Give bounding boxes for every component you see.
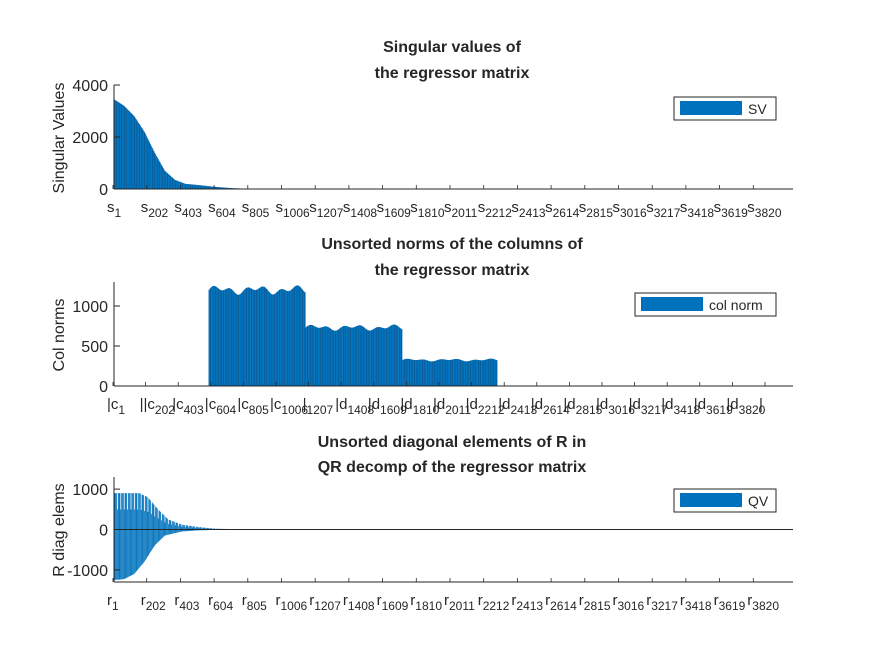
x-tick-label: s2212: [478, 199, 513, 220]
legend: QV: [673, 488, 777, 513]
x-tick-label: r2413: [511, 592, 543, 613]
y-axis-label: R diag elems: [51, 483, 68, 576]
x-tick-label: r2212: [478, 592, 510, 613]
x-tick-label: s3217: [646, 199, 681, 220]
axes: 0 500 1000 |c1 ||c202|c403 |c604 |c805 |c1006|1…: [72, 282, 793, 417]
x-tick-label: s1006: [276, 199, 311, 220]
y-tick-label: -1000: [67, 563, 108, 580]
x-tick-label: s1609: [377, 199, 412, 220]
x-tick-label: s604: [208, 199, 236, 220]
x-tick-label: r3820: [747, 592, 779, 613]
x-tick-label: r1207: [309, 592, 341, 613]
chart-title-line-2: the regressor matrix: [375, 65, 530, 82]
x-tick-label: r2815: [579, 592, 611, 613]
x-tick-label: r1810: [410, 592, 442, 613]
y-tick-label: 0: [99, 523, 108, 540]
y-tick-label: 0: [99, 182, 108, 199]
x-tick-label: r2614: [545, 592, 577, 613]
x-tick-label: r805: [242, 592, 267, 613]
x-tick-label: |d1408: [335, 396, 374, 417]
legend-label: col norm: [709, 297, 763, 313]
x-tick-label: s3820: [747, 199, 782, 220]
x-tick-label: |1207: [303, 396, 334, 417]
x-tick-label: |c805: [237, 396, 269, 417]
x-tick-label: r202: [141, 592, 166, 613]
x-tick-label: s1207: [309, 199, 344, 220]
legend-label: SV: [748, 101, 767, 117]
x-tick-label: r3619: [714, 592, 746, 613]
x-tick-label: s3619: [714, 199, 749, 220]
y-tick-label: 0: [99, 379, 108, 396]
x-tick-label: |d3217: [629, 396, 668, 417]
chart-title-line-1: Unsorted diagonal elements of R in: [318, 434, 586, 451]
x-tick-label: s1810: [410, 199, 445, 220]
x-tick-label: s3016: [613, 199, 648, 220]
x-tick-label: |d3016: [596, 396, 635, 417]
x-tick-label: |d3418: [661, 396, 700, 417]
y-axis-label: Singular Values: [51, 83, 68, 194]
x-tick-label: s1: [107, 199, 122, 220]
x-tick-label: |c1: [107, 396, 125, 417]
x-tick-label: s2815: [579, 199, 614, 220]
axes: 0 2000 4000 s1 s202 s403 s604 s805 s1006 s1207 s14…: [72, 78, 793, 220]
x-tick-label: ||c202: [140, 396, 176, 417]
legend-swatch: [680, 493, 742, 507]
x-tick-label: s403: [174, 199, 202, 220]
legend-label: QV: [748, 493, 769, 509]
x-tick-label: |d2011: [433, 396, 471, 417]
legend: SV: [673, 96, 777, 121]
y-tick-label: 1000: [72, 299, 108, 316]
legend-swatch: [680, 101, 742, 115]
x-tick-label: |c604: [205, 396, 237, 417]
y-tick-label: 1000: [72, 482, 108, 499]
x-tick-label: |d1609: [368, 396, 407, 417]
legend: col norm: [634, 292, 777, 317]
x-tick-label: |d1810: [400, 396, 439, 417]
legend-swatch: [641, 297, 703, 311]
chart-title-line-2: QR decomp of the regressor matrix: [318, 459, 587, 476]
panel-column-norms: Unsorted norms of the columns of the reg…: [51, 236, 793, 417]
x-tick-label: r1: [107, 592, 119, 613]
x-tick-label: s2614: [545, 199, 580, 220]
bar-series: [208, 285, 498, 386]
chart-title-line-2: the regressor matrix: [375, 262, 530, 279]
x-tick-label: r3016: [613, 592, 645, 613]
x-tick-label: |: [759, 396, 763, 413]
x-tick-label: r604: [208, 592, 233, 613]
x-tick-label: s2413: [511, 199, 546, 220]
x-tick-label: s805: [242, 199, 270, 220]
x-tick-label: r1408: [343, 592, 375, 613]
x-tick-label: s1408: [343, 199, 378, 220]
x-tick-label: |d2212: [466, 396, 505, 417]
x-tick-label: r2011: [444, 592, 475, 613]
x-tick-label: s3418: [680, 199, 715, 220]
x-tick-label: r403: [174, 592, 199, 613]
x-tick-label: |d3820: [726, 396, 765, 417]
x-tick-label: r1006: [276, 592, 308, 613]
y-tick-label: 2000: [72, 130, 108, 147]
x-tick-label: |d2815: [563, 396, 602, 417]
x-tick-label: |c1006: [270, 396, 308, 417]
panel-singular-values: Singular values of the regressor matrix …: [51, 39, 793, 220]
y-tick-label: 4000: [72, 78, 108, 95]
y-axis-label: Col norms: [51, 299, 68, 372]
chart-title-line-1: Unsorted norms of the columns of: [321, 236, 583, 253]
x-tick-label: |d2413: [498, 396, 537, 417]
x-tick-label: r1609: [377, 592, 409, 613]
x-tick-label: s2011: [444, 199, 478, 220]
x-tick-label: |c403: [172, 396, 204, 417]
x-tick-label: |d2614: [531, 396, 570, 417]
panel-r-diagonal: Unsorted diagonal elements of R in QR de…: [51, 434, 793, 613]
x-tick-label: r3217: [646, 592, 678, 613]
x-tick-label: s202: [141, 199, 169, 220]
y-tick-label: 500: [81, 339, 108, 356]
chart-title-line-1: Singular values of: [383, 39, 521, 56]
x-tick-label: |d3619: [694, 396, 733, 417]
x-tick-label: r3418: [680, 592, 712, 613]
